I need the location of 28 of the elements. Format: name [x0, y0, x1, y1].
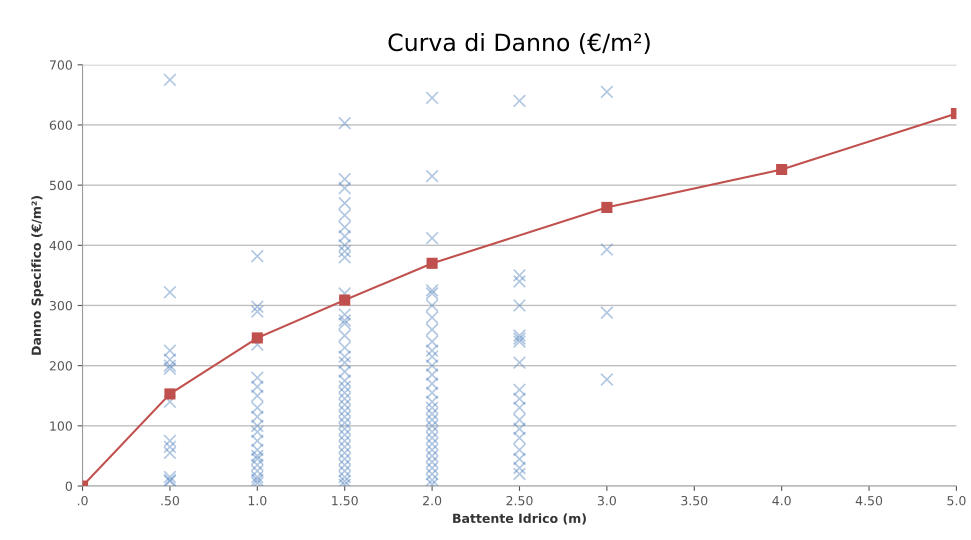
y-tick-label: 100 — [50, 421, 72, 431]
y-tick-label: 600 — [50, 120, 72, 130]
y-tick-label: 400 — [50, 240, 72, 250]
x-tick-label: .0 — [78, 496, 88, 506]
point — [252, 332, 263, 344]
y-tick-label: 200 — [50, 361, 72, 371]
x-tick-label: 4.0 — [772, 496, 791, 506]
point — [426, 258, 438, 269]
x-tick-label: 2.0 — [423, 496, 442, 506]
y-tick-label: 500 — [50, 180, 72, 190]
x-tick-label: 5.0 — [947, 496, 966, 506]
point — [339, 294, 350, 306]
y-tick-label: 300 — [50, 300, 72, 310]
point — [776, 164, 788, 176]
y-tick-label: 700 — [50, 60, 72, 70]
point — [164, 388, 176, 400]
y-axis-title: Danno Specifico (€/m²) — [31, 196, 44, 355]
x-tick-label: 2.50 — [506, 496, 533, 506]
y-tick-label: 0 — [66, 481, 72, 491]
point — [601, 202, 612, 213]
chart-title: Curva di Danno (€/m²) — [388, 32, 650, 54]
x-tick-label: 3.50 — [681, 496, 708, 506]
x-tick-label: 1.50 — [332, 496, 358, 506]
x-tick-label: .50 — [161, 496, 180, 506]
x-tick-label: 3.0 — [598, 496, 616, 506]
x-axis-title: Battente Idrico (m) — [453, 513, 586, 525]
x-tick-label: 4.50 — [856, 496, 882, 506]
x-tick-label: 1.0 — [248, 496, 266, 506]
